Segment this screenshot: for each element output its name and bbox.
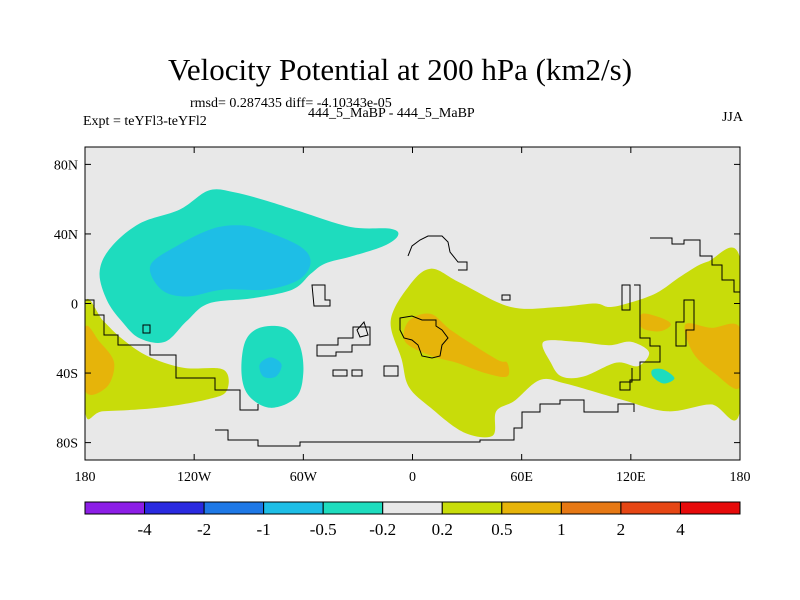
- y-tick-label: 80S: [56, 437, 78, 452]
- coastline-island-4: [351, 369, 363, 377]
- colorbar-label: 0.5: [491, 520, 512, 539]
- coastline-maritime-continent: [619, 284, 661, 391]
- region-indian-ocean-gap: [542, 340, 650, 379]
- coastline-north-africa: [407, 235, 468, 271]
- region-maritime-continent-core-positive: [639, 313, 671, 332]
- x-tick-label: 60W: [290, 470, 318, 485]
- x-tick-label: 60E: [510, 470, 533, 485]
- y-tick-label: 80N: [54, 158, 78, 173]
- x-tick-label: 180: [75, 470, 96, 485]
- colorbar-label: 1: [557, 520, 566, 539]
- coastline-south-america-west: [85, 299, 259, 411]
- region-east-pacific-core-positive: [684, 323, 740, 389]
- axes: 180 120W 60W 0 60E 120E 180 80N 40N 0 40S 80S: [54, 147, 751, 485]
- colorbar-label: 0.2: [432, 520, 453, 539]
- colorbar-swatch: [441, 501, 503, 515]
- coastline-outlines: [85, 235, 740, 447]
- x-tick-label: 120W: [177, 470, 212, 485]
- region-southern-ocean-negative-spot: [651, 368, 675, 384]
- coastline-central-america: [311, 284, 331, 307]
- coastline-antarctica: [215, 399, 635, 447]
- chart-title: Velocity Potential at 200 hPa (km2/s): [167, 52, 633, 87]
- colorbar-swatch: [203, 501, 265, 515]
- y-tick-label: 40N: [54, 228, 78, 243]
- rmsd-diff-stats: rmsd= 0.287435 diff= -4.10343e-05: [190, 96, 392, 111]
- colorbar-label: 4: [676, 520, 685, 539]
- colorbar-label: -2: [197, 520, 211, 539]
- coastline-island-5: [383, 365, 399, 377]
- colorbar-swatch: [679, 501, 741, 515]
- case-label: 444_5_MaBP - 444_5_MaBP: [308, 106, 475, 121]
- x-tick-label: 120E: [616, 470, 646, 485]
- colorbar-label: -0.5: [310, 520, 337, 539]
- colorbar-swatch: [322, 501, 384, 515]
- y-tick-label: 0: [71, 298, 78, 313]
- region-southwest-pacific-positive: [85, 299, 229, 420]
- colorbar: -4 -2 -1 -0.5 -0.2 0.2 0.5 1 2 4: [84, 501, 741, 539]
- region-south-pacific-core-negative: [259, 357, 282, 379]
- colorbar-label: -1: [257, 520, 271, 539]
- colorbar-label: -0.2: [369, 520, 396, 539]
- coastline-papua: [675, 299, 695, 347]
- coastline-island-1: [142, 324, 151, 334]
- coastline-island-3: [332, 369, 348, 377]
- colorbar-label: 2: [617, 520, 626, 539]
- coastline-southern-africa: [399, 315, 449, 359]
- coastline-asia-east: [650, 237, 740, 293]
- colorbar-swatch: [620, 501, 681, 515]
- season-label: JJA: [721, 110, 743, 125]
- colorbar-swatch: [382, 501, 443, 515]
- coastline-australia-north: [621, 284, 631, 311]
- colorbar-label: -4: [137, 520, 152, 539]
- region-west-pacific-core-negative: [149, 225, 311, 297]
- coastline-south-america-east: [316, 326, 371, 357]
- colorbar-swatch: [84, 501, 146, 515]
- x-tick-label: 0: [409, 470, 416, 485]
- coastline-small-island: [501, 294, 511, 301]
- region-southwest-pacific-core-positive: [85, 325, 115, 395]
- colorbar-swatch: [144, 501, 205, 515]
- y-tick-label: 40S: [56, 367, 78, 382]
- contour-regions: [85, 189, 740, 438]
- x-tick-label: 180: [730, 470, 751, 485]
- colorbar-swatch: [501, 501, 562, 515]
- region-indian-ocean-core-positive: [403, 313, 510, 378]
- coastline-island-2: [356, 320, 369, 338]
- colorbar-swatch: [560, 501, 622, 515]
- experiment-label: Expt = teYFl3-teYFl2: [83, 114, 207, 129]
- region-southern-ocean-gap: [546, 396, 617, 430]
- colorbar-swatch: [263, 501, 324, 515]
